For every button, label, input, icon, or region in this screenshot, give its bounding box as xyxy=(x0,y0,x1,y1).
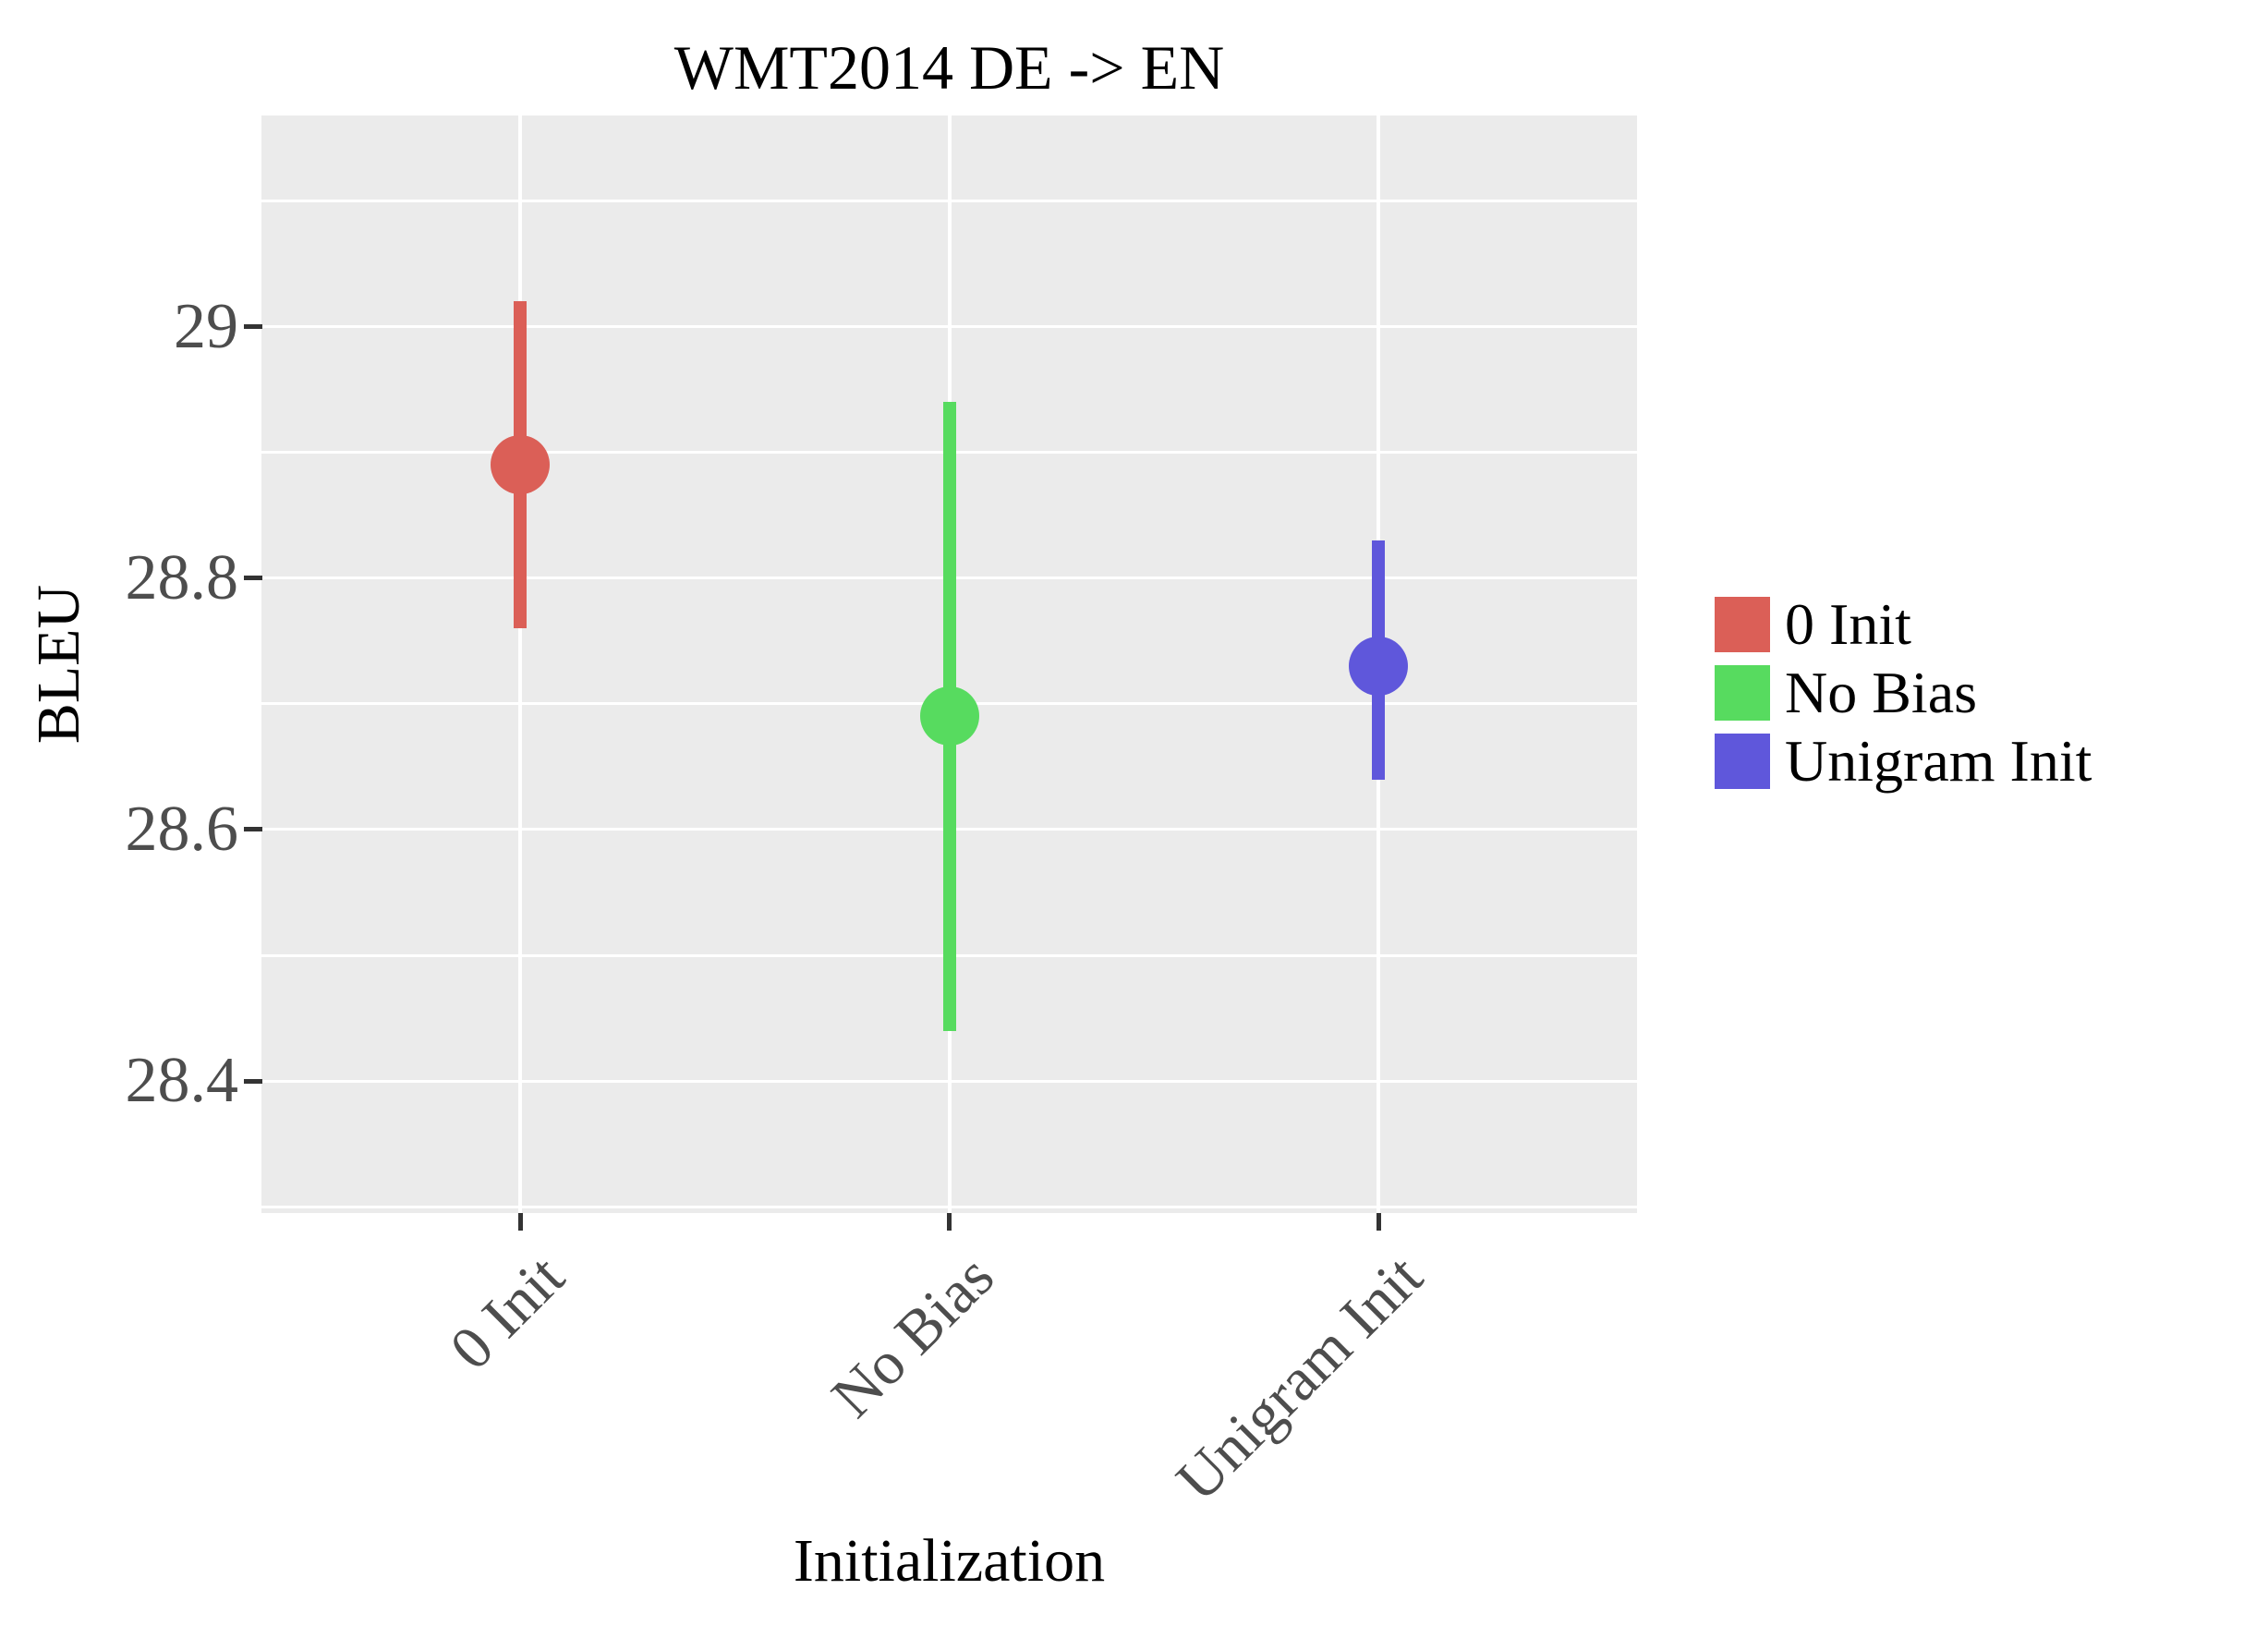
x-tick-mark xyxy=(1376,1213,1381,1231)
mean-point-unigram-init xyxy=(1349,637,1408,697)
legend-label: 0 Init xyxy=(1785,591,1911,657)
chart-title: WMT2014 DE -> EN xyxy=(673,32,1225,103)
y-tick-mark xyxy=(244,1078,262,1084)
y-tick-label: 28.6 xyxy=(125,793,239,865)
plot-area xyxy=(261,115,1637,1213)
x-tick-mark xyxy=(947,1213,952,1231)
legend-label: No Bias xyxy=(1785,660,1977,725)
y-tick-label: 29 xyxy=(174,290,238,362)
y-tick-mark xyxy=(244,827,262,832)
legend-swatch-unigram-init xyxy=(1715,734,1770,789)
mean-point-0-init xyxy=(491,435,550,495)
x-gridline xyxy=(518,115,522,1213)
legend-entry: 0 Init xyxy=(1715,591,2092,657)
legend-entry: No Bias xyxy=(1715,660,2092,725)
mean-point-no-bias xyxy=(919,686,979,746)
legend-entry: Unigram Init xyxy=(1715,728,2092,794)
y-tick-mark xyxy=(244,324,262,330)
legend-label: Unigram Init xyxy=(1785,728,2092,794)
y-tick-label: 28.8 xyxy=(125,541,239,613)
y-tick-mark xyxy=(244,576,262,581)
legend-swatch-no-bias xyxy=(1715,665,1770,721)
legend-swatch-0-init xyxy=(1715,597,1770,652)
x-tick-mark xyxy=(517,1213,523,1231)
y-tick-label: 28.4 xyxy=(125,1045,239,1117)
legend: 0 Init No Bias Unigram Init xyxy=(1715,591,2092,794)
x-axis-title: Initialization xyxy=(793,1527,1106,1595)
